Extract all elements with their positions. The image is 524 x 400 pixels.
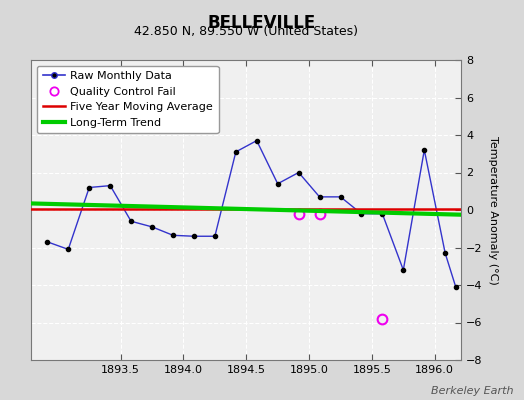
Title: 42.850 N, 89.550 W (United States): 42.850 N, 89.550 W (United States) [134,25,358,38]
Legend: Raw Monthly Data, Quality Control Fail, Five Year Moving Average, Long-Term Tren: Raw Monthly Data, Quality Control Fail, … [37,66,219,133]
Y-axis label: Temperature Anomaly (°C): Temperature Anomaly (°C) [488,136,498,284]
Text: Berkeley Earth: Berkeley Earth [431,386,514,396]
Text: BELLEVILLE: BELLEVILLE [208,14,316,32]
